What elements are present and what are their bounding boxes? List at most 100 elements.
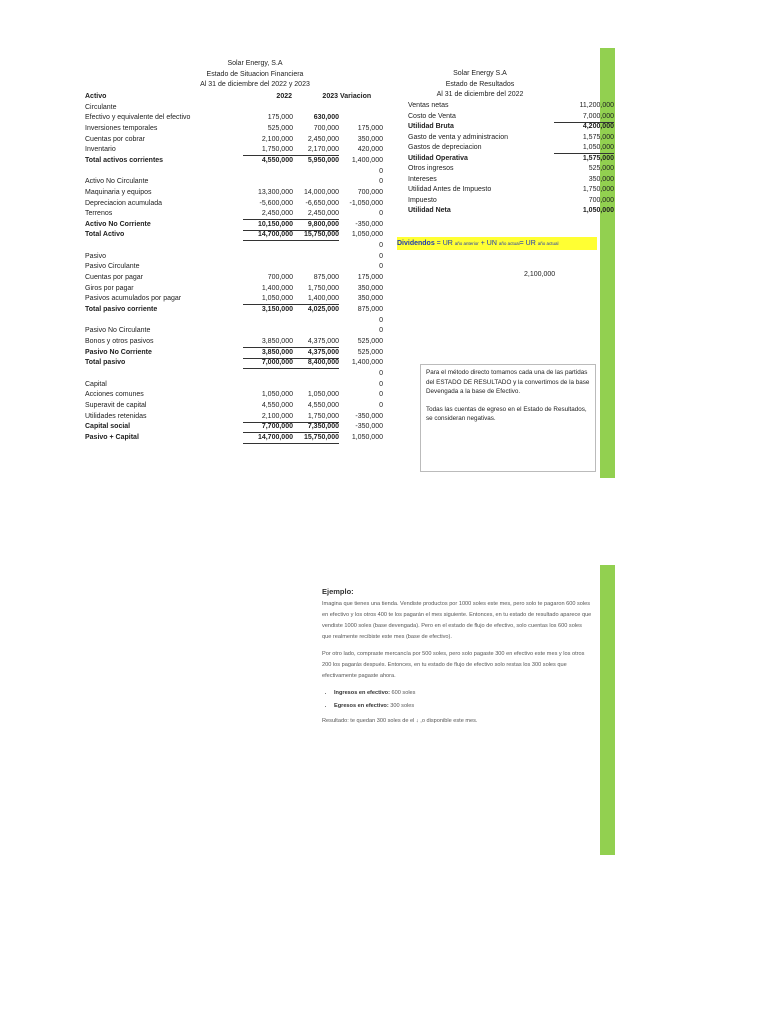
row-label: Total activos corrientes <box>85 156 164 164</box>
table-row: Costo de Venta 7,000,000 <box>408 112 614 123</box>
value-2023: 700,000 <box>313 124 339 132</box>
value-variation: 0 <box>379 210 383 218</box>
row-label: Cuentas por cobrar <box>85 135 145 143</box>
row-label: Ventas netas <box>408 102 449 109</box>
value-2022: 3,150,000 <box>261 306 293 313</box>
note-box: Para el método directo tomamos cada una … <box>420 364 596 472</box>
value-variation: 0 <box>379 167 383 175</box>
row-label: Pasivo No Corriente <box>85 348 152 356</box>
table-row: Utilidad Operativa 1,575,000 <box>408 154 614 164</box>
value-variation: 0 <box>379 316 383 324</box>
item-label: Egresos en efectivo: <box>334 703 389 709</box>
header-variation: Variacion <box>340 93 372 100</box>
table-row: Activo No Circulante 0 <box>85 177 385 187</box>
table-row: Total pasivo 7,000,000 8,400,000 1,400,000 <box>85 358 385 370</box>
value-variation: 0 <box>379 327 383 335</box>
row-value: 4,200,000 <box>582 123 614 130</box>
value-2023: 15,750,000 <box>293 433 339 444</box>
value-variation: 0 <box>379 178 383 186</box>
row-label: Gasto de venta y administracion <box>408 133 508 141</box>
dividends-formula: Dividendos = UR año anterior + UN año ac… <box>397 237 597 250</box>
value-variation: 525,000 <box>357 348 383 356</box>
row-label: Utilidad Neta <box>408 207 451 214</box>
value-variation: 1,050,000 <box>351 231 383 239</box>
row-label: Capital social <box>85 423 131 431</box>
value-variation: 1,050,000 <box>351 433 383 441</box>
formula-part: = UR <box>519 240 538 247</box>
value-2022: 10,150,000 <box>243 220 293 231</box>
row-label: Bonos y otros pasivos <box>85 337 154 345</box>
row-value: 1,050,000 <box>582 207 614 214</box>
value-2023: 1,400,000 <box>293 294 339 306</box>
table-row: Acciones comunes 1,050,000 1,050,000 0 <box>85 390 385 400</box>
value-2023: 8,400,000 <box>293 358 339 370</box>
table-row: Impuesto 700,000 <box>408 196 614 206</box>
row-label: Efectivo y equivalente del efectivo <box>85 114 191 122</box>
table-row: Gasto de venta y administracion 1,575,000 <box>408 133 614 143</box>
value-2023: 4,375,000 <box>293 337 339 348</box>
value-2022: 2,100,000 <box>261 135 293 143</box>
table-row: 0 <box>85 241 385 251</box>
table-row: Maquinaria y equipos 13,300,000 14,000,000… <box>85 188 385 198</box>
value-2023: 4,025,000 <box>307 306 339 313</box>
formula-sub: año actual <box>537 241 559 246</box>
table-row: Pasivo Circulante 0 <box>85 262 385 272</box>
example-paragraph: Por otro lado, compraste mercancía por 5… <box>322 651 585 679</box>
list-item: Ingresos en efectivo: 600 soles <box>334 688 592 699</box>
table-row: Cuentas por cobrar 2,100,000 2,450,000 350,… <box>85 135 385 145</box>
value-2023: 7,350,000 <box>293 422 339 434</box>
table-row: Terrenos 2,450,000 2,450,000 0 <box>85 209 385 221</box>
value-variation: -1,050,000 <box>349 199 383 207</box>
value-variation: -350,000 <box>355 220 383 228</box>
value-2022: -5,600,000 <box>259 199 293 207</box>
value-2023: 4,375,000 <box>293 348 339 359</box>
row-label: Maquinaria y equipos <box>85 188 152 196</box>
row-label: Depreciacion acumulada <box>85 199 163 207</box>
value-2022: 700,000 <box>267 274 293 282</box>
value-variation: 350,000 <box>357 284 383 292</box>
value-variation: 1,400,000 <box>351 156 383 164</box>
value-variation: 175,000 <box>357 274 383 282</box>
value-2023: 15,750,000 <box>293 230 339 242</box>
row-label: Total Activo <box>85 231 125 239</box>
row-value: 350,000 <box>588 175 614 183</box>
row-label: Total pasivo <box>85 359 126 367</box>
value-2023: 1,750,000 <box>293 412 339 423</box>
value-variation: 1,400,000 <box>351 359 383 367</box>
row-label: Total pasivo corriente <box>85 306 158 313</box>
table-row: Pasivo No Circulante 0 <box>85 326 385 336</box>
value-variation: 0 <box>379 380 383 388</box>
table-row: Utilidad Neta 1,050,000 <box>408 206 614 216</box>
row-label: Impuesto <box>408 196 437 204</box>
value-variation: 0 <box>379 263 383 271</box>
item-value: 600 soles <box>389 690 416 696</box>
row-value: 1,750,000 <box>582 186 614 193</box>
row-label: Costo de Venta <box>408 112 456 120</box>
value-2022: 175,000 <box>267 114 293 122</box>
value-2022: 1,750,000 <box>243 145 293 157</box>
value-2023: 2,450,000 <box>307 135 339 143</box>
header-2022: 2022 <box>276 93 292 100</box>
example-title: Ejemplo: <box>322 587 354 596</box>
value-variation: -350,000 <box>355 412 383 420</box>
row-label: Acciones comunes <box>85 391 144 399</box>
value-2023: -6,650,000 <box>305 199 339 207</box>
table-row: Utilidades retenidas 2,100,000 1,750,000 -3… <box>85 412 385 423</box>
table-row: Utilidad Antes de Impuesto 1,750,000 <box>408 185 614 195</box>
table-row: Depreciacion acumulada -5,600,000 -6,650,0… <box>85 199 385 209</box>
item-label: Ingresos en efectivo: <box>334 690 390 696</box>
row-label: Capital <box>85 380 107 388</box>
table-row: Pasivo 0 <box>85 252 385 262</box>
row-value: 1,050,000 <box>554 143 614 154</box>
statement-name: Estado de Situacion Financiera <box>206 70 304 78</box>
example-result: Resultado: te quedan 300 soles de el ↓ ,… <box>322 718 478 724</box>
value-2022: 2,100,000 <box>243 412 293 423</box>
table-row: Capital 0 <box>85 380 385 390</box>
formula-part: + UN <box>478 240 499 247</box>
table-row: Ventas netas 11,200,000 <box>408 101 614 111</box>
table-row: Inversiones temporales 525,000 700,000 175,… <box>85 124 385 134</box>
row-label: Pasivo No Circulante <box>85 327 151 335</box>
value-variation: 350,000 <box>357 295 383 303</box>
value-2022: 14,700,000 <box>243 433 293 444</box>
row-label: Cuentas por pagar <box>85 274 143 282</box>
